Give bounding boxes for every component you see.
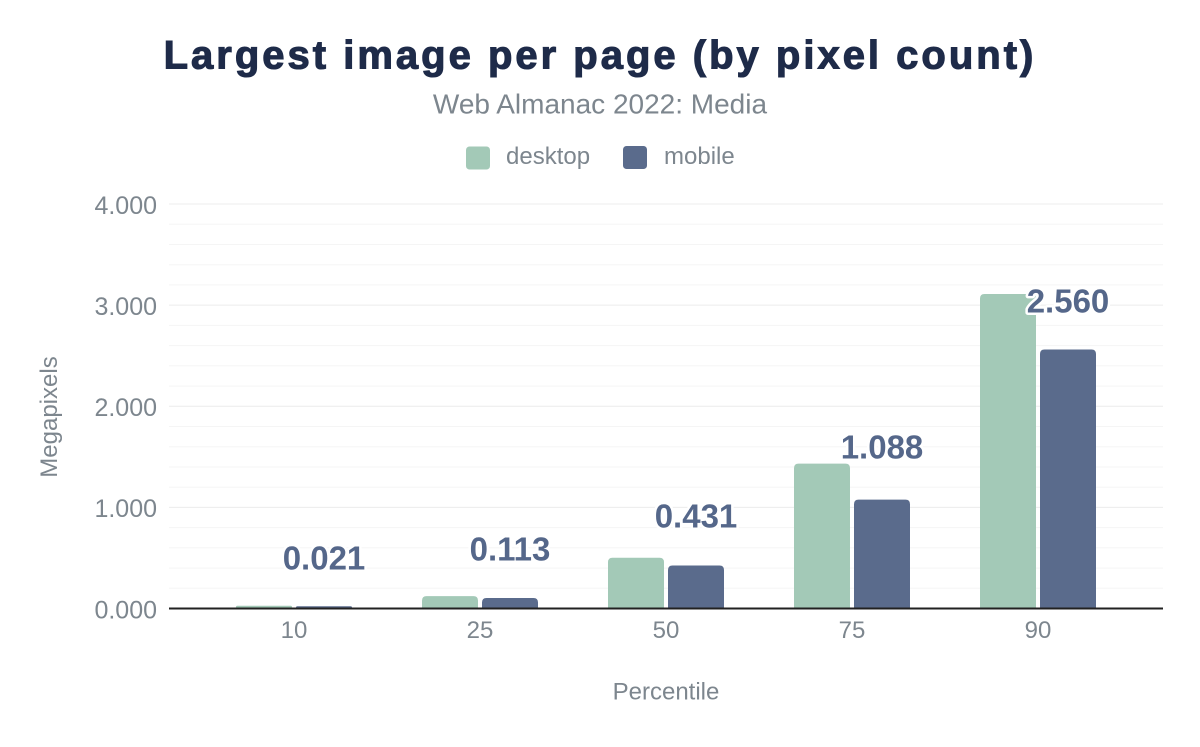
svg-text:Percentile: Percentile — [613, 679, 720, 706]
svg-text:4.000: 4.000 — [94, 192, 157, 220]
svg-text:2.000: 2.000 — [94, 394, 157, 422]
svg-text:0.021: 0.021 — [283, 540, 366, 577]
svg-text:90: 90 — [1025, 617, 1052, 644]
svg-text:Megapixels: Megapixels — [36, 356, 63, 477]
svg-text:Web Almanac 2022: Media: Web Almanac 2022: Media — [433, 89, 768, 120]
svg-text:3.000: 3.000 — [94, 293, 157, 321]
svg-text:desktop: desktop — [506, 143, 590, 170]
svg-text:mobile: mobile — [664, 143, 735, 170]
svg-text:0.431: 0.431 — [655, 497, 738, 534]
svg-text:Largest image per page (by pix: Largest image per page (by pixel count) — [164, 34, 1037, 78]
svg-text:25: 25 — [467, 617, 494, 644]
svg-text:2.560: 2.560 — [1027, 283, 1110, 320]
svg-text:75: 75 — [839, 617, 866, 644]
svg-text:0.000: 0.000 — [94, 596, 157, 624]
svg-text:50: 50 — [653, 617, 680, 644]
svg-text:1.088: 1.088 — [841, 429, 924, 466]
svg-text:0.113: 0.113 — [470, 531, 551, 568]
svg-text:10: 10 — [281, 617, 308, 644]
svg-text:1.000: 1.000 — [94, 495, 157, 523]
